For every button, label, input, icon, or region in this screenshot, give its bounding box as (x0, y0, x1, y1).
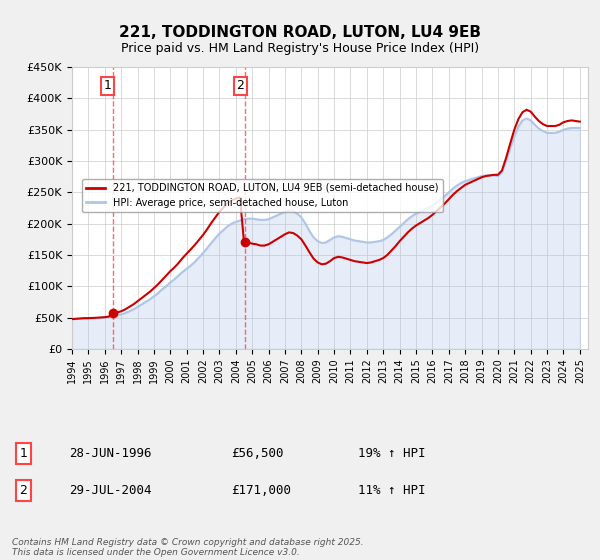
Text: 28-JUN-1996: 28-JUN-1996 (70, 447, 152, 460)
Text: Contains HM Land Registry data © Crown copyright and database right 2025.
This d: Contains HM Land Registry data © Crown c… (12, 538, 364, 557)
Text: 11% ↑ HPI: 11% ↑ HPI (358, 484, 425, 497)
Text: 2: 2 (20, 484, 28, 497)
Text: 19% ↑ HPI: 19% ↑ HPI (358, 447, 425, 460)
Text: 2: 2 (236, 80, 244, 92)
Text: £56,500: £56,500 (231, 447, 283, 460)
Text: 1: 1 (20, 447, 28, 460)
Text: £171,000: £171,000 (231, 484, 291, 497)
Legend: 221, TODDINGTON ROAD, LUTON, LU4 9EB (semi-detached house), HPI: Average price, : 221, TODDINGTON ROAD, LUTON, LU4 9EB (se… (82, 179, 443, 212)
Text: 221, TODDINGTON ROAD, LUTON, LU4 9EB: 221, TODDINGTON ROAD, LUTON, LU4 9EB (119, 25, 481, 40)
Text: 1: 1 (104, 80, 112, 92)
Text: Price paid vs. HM Land Registry's House Price Index (HPI): Price paid vs. HM Land Registry's House … (121, 42, 479, 55)
Text: 29-JUL-2004: 29-JUL-2004 (70, 484, 152, 497)
